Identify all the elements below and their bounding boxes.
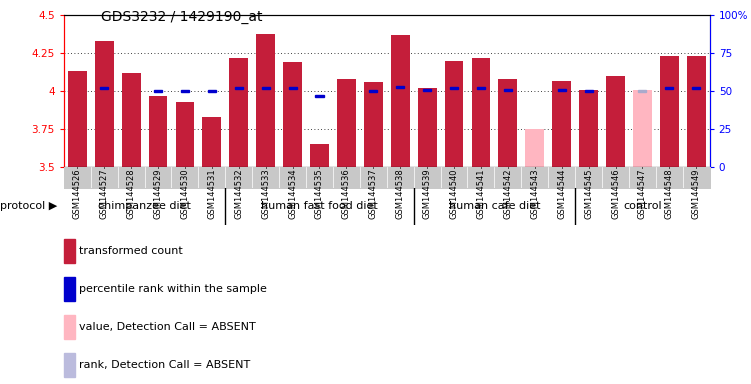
Bar: [64, 353, 74, 377]
Bar: [310, 144, 329, 167]
Text: GSM144530: GSM144530: [180, 168, 189, 219]
Bar: [203, 117, 222, 167]
Text: GSM144537: GSM144537: [369, 168, 378, 219]
Bar: [558, 89, 566, 91]
Text: human cafe diet: human cafe diet: [448, 201, 540, 212]
Text: GSM144542: GSM144542: [503, 168, 512, 218]
Bar: [445, 61, 463, 167]
Bar: [660, 56, 679, 167]
Bar: [552, 81, 571, 167]
Bar: [315, 95, 324, 97]
Bar: [391, 35, 409, 167]
Text: GSM144532: GSM144532: [234, 168, 243, 219]
Bar: [397, 86, 404, 88]
Bar: [95, 41, 113, 167]
Bar: [122, 73, 140, 167]
Text: GSM144543: GSM144543: [530, 168, 539, 219]
Bar: [499, 79, 517, 167]
Text: protocol ▶: protocol ▶: [0, 201, 57, 212]
Bar: [504, 89, 512, 91]
Text: GSM144531: GSM144531: [207, 168, 216, 219]
Bar: [283, 62, 302, 167]
Bar: [606, 76, 625, 167]
Bar: [149, 96, 167, 167]
Bar: [100, 87, 108, 89]
Text: GSM144536: GSM144536: [342, 168, 351, 219]
Bar: [364, 82, 383, 167]
Bar: [418, 88, 436, 167]
Text: GSM144539: GSM144539: [423, 168, 432, 219]
Bar: [64, 315, 74, 339]
Text: GSM144528: GSM144528: [127, 168, 136, 219]
Text: GSM144548: GSM144548: [665, 168, 674, 219]
Text: GSM144540: GSM144540: [450, 168, 459, 218]
Text: human fast food diet: human fast food diet: [261, 201, 378, 212]
Text: GSM144545: GSM144545: [584, 168, 593, 218]
Bar: [477, 87, 485, 89]
Bar: [288, 87, 297, 89]
Text: GSM144547: GSM144547: [638, 168, 647, 219]
Bar: [64, 239, 74, 263]
Bar: [692, 87, 700, 89]
Text: control: control: [623, 201, 662, 212]
Bar: [472, 58, 490, 167]
Bar: [68, 71, 86, 167]
Bar: [261, 87, 270, 89]
Bar: [369, 90, 377, 92]
Bar: [64, 277, 74, 301]
Bar: [584, 90, 593, 92]
Text: transformed count: transformed count: [80, 246, 183, 256]
Bar: [235, 87, 243, 89]
Text: GSM144546: GSM144546: [611, 168, 620, 219]
Text: GSM144527: GSM144527: [100, 168, 109, 219]
Bar: [181, 90, 189, 92]
Bar: [154, 90, 162, 92]
Text: GSM144538: GSM144538: [396, 168, 405, 219]
Text: GDS3232 / 1429190_at: GDS3232 / 1429190_at: [101, 10, 263, 23]
Text: GSM144549: GSM144549: [692, 168, 701, 218]
Bar: [638, 90, 647, 92]
Text: GSM144541: GSM144541: [476, 168, 485, 218]
Bar: [208, 90, 216, 92]
Bar: [579, 90, 598, 167]
Text: chimpanzee diet: chimpanzee diet: [98, 201, 191, 212]
Text: GSM144534: GSM144534: [288, 168, 297, 219]
Bar: [423, 89, 431, 91]
Text: GSM144544: GSM144544: [557, 168, 566, 218]
Bar: [526, 129, 544, 167]
Bar: [665, 87, 674, 89]
Text: value, Detection Call = ABSENT: value, Detection Call = ABSENT: [80, 322, 256, 332]
Bar: [229, 58, 248, 167]
Bar: [256, 33, 275, 167]
Bar: [687, 56, 706, 167]
Bar: [450, 87, 458, 89]
Text: GSM144529: GSM144529: [153, 168, 162, 218]
Text: GSM144535: GSM144535: [315, 168, 324, 219]
Text: rank, Detection Call = ABSENT: rank, Detection Call = ABSENT: [80, 360, 251, 370]
Bar: [176, 102, 195, 167]
Text: GSM144526: GSM144526: [73, 168, 82, 219]
Bar: [633, 90, 652, 167]
Text: GSM144533: GSM144533: [261, 168, 270, 219]
Text: percentile rank within the sample: percentile rank within the sample: [80, 284, 267, 294]
Bar: [337, 79, 356, 167]
